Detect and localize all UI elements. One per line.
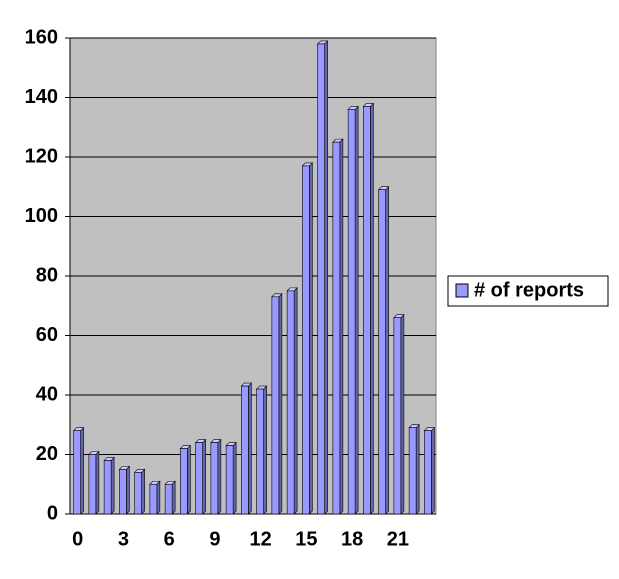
y-tick-label: 0: [47, 502, 58, 524]
y-tick-label: 100: [25, 205, 58, 227]
x-tick-label: 0: [72, 528, 83, 550]
bar-side: [80, 426, 84, 515]
bar-side: [309, 162, 313, 515]
bar: [225, 445, 234, 515]
bar-side: [431, 426, 435, 515]
bar: [119, 469, 127, 515]
bar-side: [400, 313, 405, 515]
x-tick-label: 6: [164, 528, 175, 550]
bar-side: [171, 480, 176, 515]
bar-side: [126, 465, 130, 515]
bar: [195, 442, 203, 515]
bar-side: [141, 468, 145, 515]
bar: [408, 427, 417, 515]
legend-swatch: [455, 283, 469, 298]
legend: # of reports: [447, 275, 609, 307]
bar-side: [217, 438, 222, 515]
bar: [393, 317, 402, 515]
bar-side: [370, 102, 374, 515]
bar: [210, 442, 219, 515]
bar-side: [202, 438, 206, 515]
bar: [164, 483, 173, 515]
bar-side: [232, 441, 237, 515]
bar: [180, 448, 188, 515]
y-tick-label: 40: [36, 383, 58, 405]
x-tick-label: 3: [118, 528, 129, 550]
legend-box: [447, 275, 609, 307]
y-tick-label: 80: [36, 264, 58, 286]
bar: [149, 483, 158, 515]
bar: [302, 165, 310, 515]
y-tick-label: 20: [36, 443, 58, 465]
bar-side: [110, 456, 115, 515]
bar: [256, 388, 264, 515]
x-tick-label: 21: [387, 528, 409, 550]
bar: [332, 141, 341, 515]
y-tick-label: 120: [25, 145, 58, 167]
bar-side: [263, 385, 267, 515]
bar-side: [339, 138, 344, 515]
bar: [347, 109, 356, 515]
y-tick-label: 60: [36, 324, 58, 346]
bar-side: [248, 382, 252, 515]
bar: [103, 460, 112, 515]
bar: [134, 472, 142, 515]
bar: [424, 430, 432, 515]
bar-side: [278, 293, 283, 515]
bar-side: [156, 480, 161, 515]
bar-side: [95, 450, 100, 515]
x-tick-label: 18: [341, 528, 363, 550]
bar-side: [385, 186, 389, 515]
bar-side: [324, 40, 328, 515]
x-tick-label: 12: [250, 528, 272, 550]
bar: [317, 43, 325, 515]
bar: [241, 385, 249, 515]
x-tick-label: 15: [295, 528, 317, 550]
bar: [271, 296, 280, 515]
legend-label: # of reports: [474, 279, 584, 301]
bar: [363, 106, 371, 515]
bar: [73, 430, 81, 515]
y-tick-label: 160: [25, 26, 58, 48]
bar: [88, 454, 97, 515]
x-tick-label: 9: [209, 528, 220, 550]
bar: [378, 189, 386, 515]
y-tick-label: 140: [25, 86, 58, 108]
bar-side: [293, 287, 298, 515]
bar-side: [415, 424, 420, 515]
bar: [286, 290, 295, 515]
bar-side: [187, 444, 191, 515]
bar-side: [354, 105, 359, 515]
